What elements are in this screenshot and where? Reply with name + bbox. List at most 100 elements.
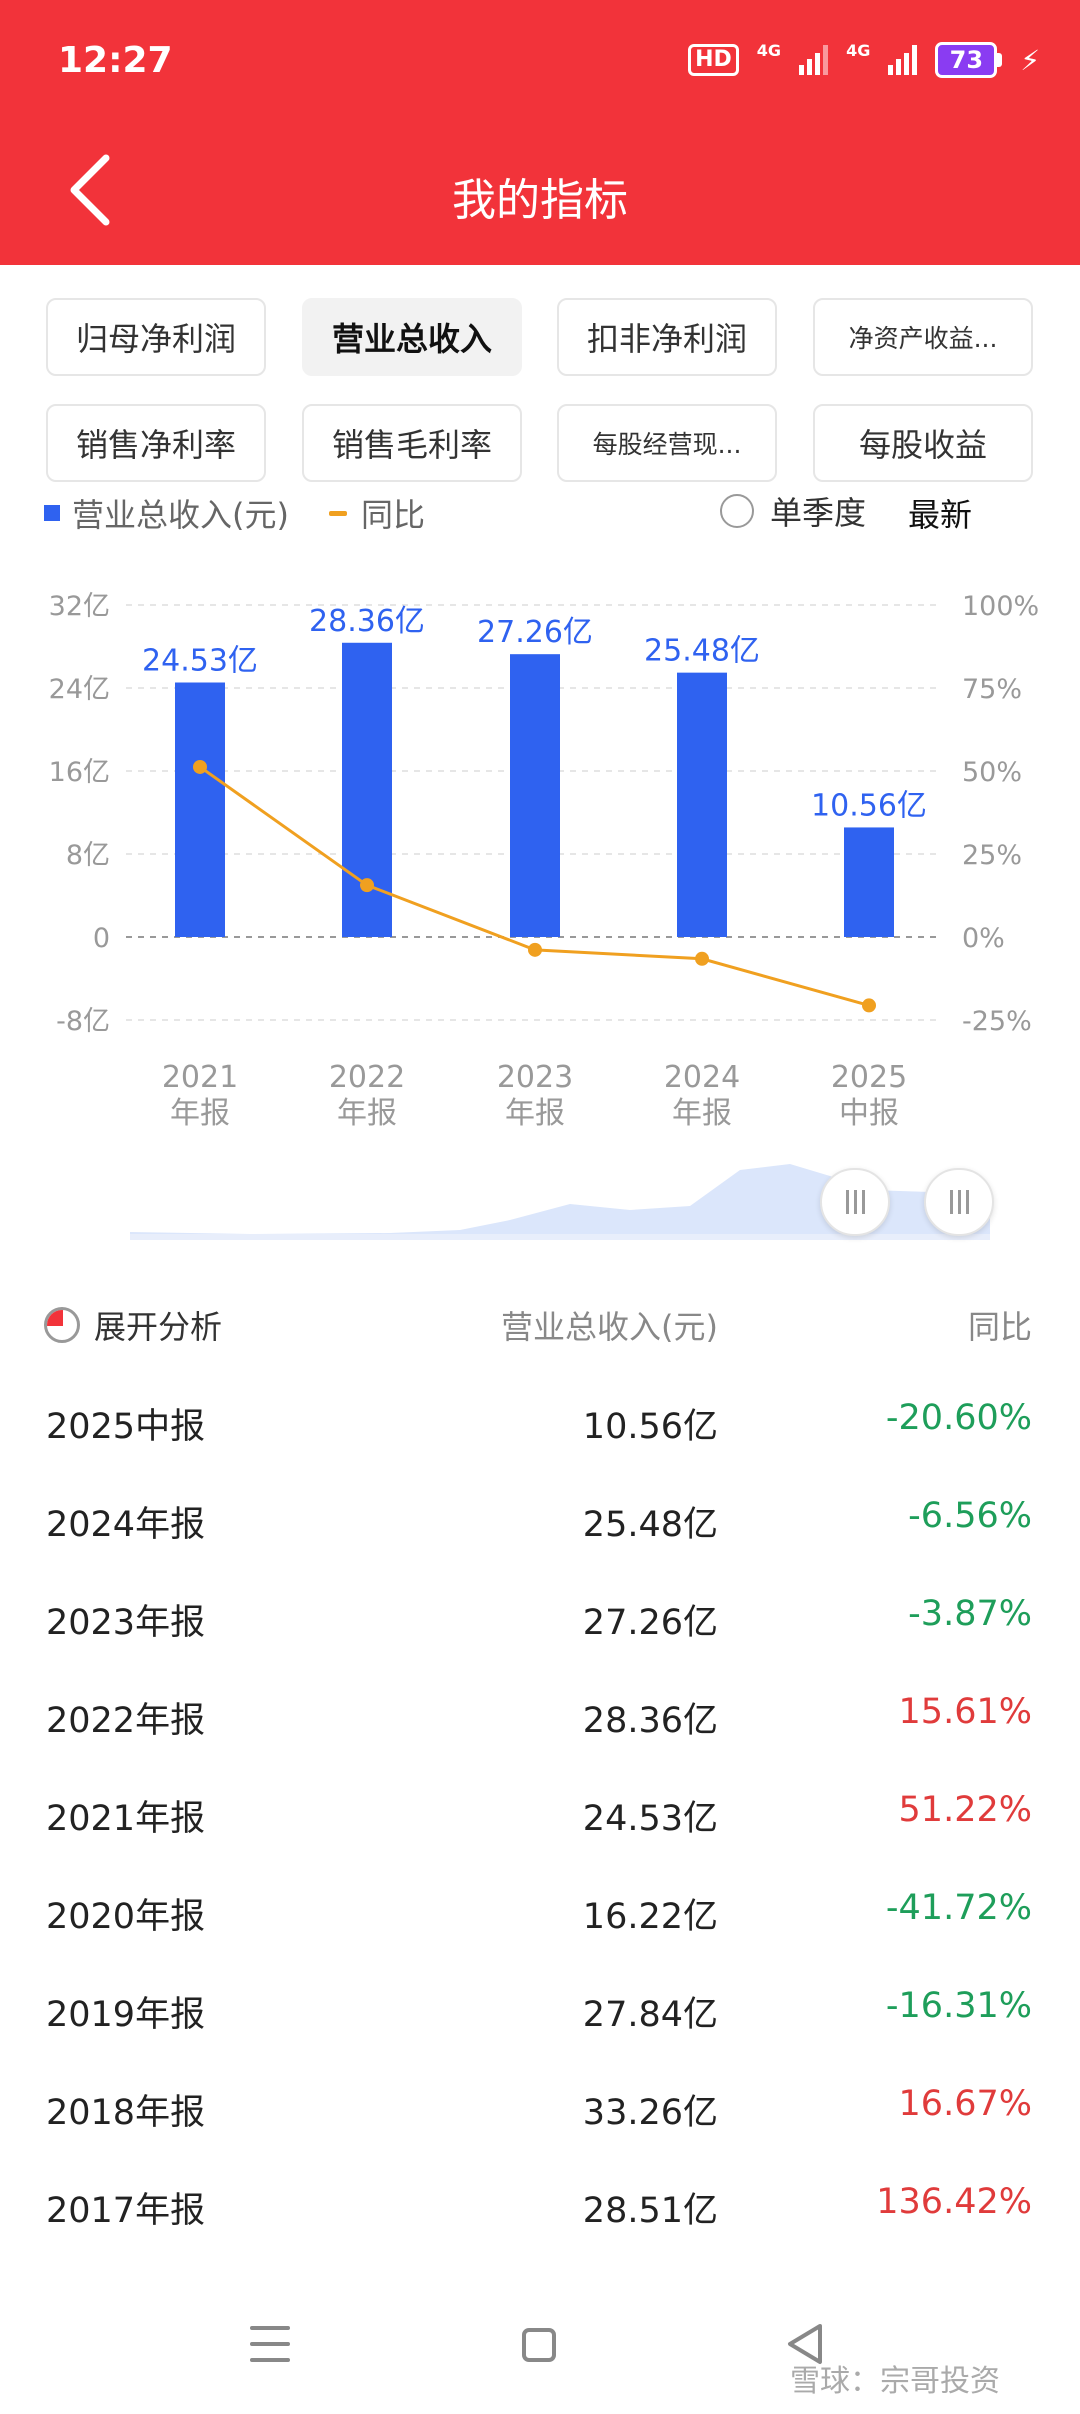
y-right-tick: 50% (962, 757, 1022, 788)
row-yoy: 136.42% (876, 2182, 1032, 2222)
chip-parent-net-profit[interactable]: 归母净利润 (46, 298, 266, 376)
row-period: 2017年报 (46, 2191, 206, 2231)
x-tick-type: 年报 (337, 1096, 397, 1131)
x-tick-type: 年报 (672, 1096, 732, 1131)
row-yoy: -16.31% (885, 1986, 1032, 2026)
chip-eps[interactable]: 每股收益 (813, 404, 1033, 482)
chip-net-margin[interactable]: 销售净利率 (46, 404, 266, 482)
status-time: 12:27 (58, 40, 173, 81)
table-row: 2025中报 10.56亿 -20.60% (0, 1368, 1080, 1466)
chip-roe[interactable]: 净资产收益... (813, 298, 1033, 376)
slider-handle-right[interactable] (924, 1168, 994, 1236)
revenue-bar (175, 682, 225, 937)
chart-legend: 营业总收入(元) 同比 (44, 490, 425, 536)
row-yoy: 16.67% (898, 2084, 1032, 2124)
row-period: 2021年报 (46, 1799, 206, 1839)
chip-operating-cashflow-per-share[interactable]: 每股经营现... (557, 404, 777, 482)
app-header: 12:27 HD 4G 4G 73 ⚡ 我的指标 (0, 0, 1080, 265)
x-tick-type: 年报 (170, 1096, 230, 1131)
row-revenue: 27.26亿 (582, 1603, 718, 1643)
latest-button[interactable]: 最新 (908, 496, 973, 534)
menu-icon[interactable] (250, 2326, 290, 2362)
pie-icon (44, 1307, 80, 1343)
table-row: 2023年报 27.26亿 -3.87% (0, 1564, 1080, 1662)
single-quarter-toggle[interactable]: 单季度 (720, 488, 866, 534)
charging-icon: ⚡ (1020, 43, 1040, 77)
revenue-chart: 32亿 24亿 16亿 8亿 0 -8亿 100% 75% 50% 25% 0% -25% 24.53亿… (49, 591, 1040, 1131)
y-left-tick: 24亿 (49, 674, 110, 705)
row-yoy: 51.22% (898, 1790, 1032, 1830)
legend-line-label: 同比 (360, 496, 425, 534)
chip-deducted-net-profit[interactable]: 扣非净利润 (557, 298, 777, 376)
row-period: 2025中报 (46, 1407, 206, 1447)
column-header-yoy: 同比 (967, 1308, 1032, 1346)
y-right-tick: 0% (962, 923, 1005, 954)
table-row: 2024年报 25.48亿 -6.56% (0, 1466, 1080, 1564)
table-row: 2018年报 33.26亿 16.67% (0, 2054, 1080, 2152)
status-icons: HD 4G 4G 73 ⚡ (688, 40, 1040, 78)
x-tick-year: 2024 (664, 1060, 740, 1095)
row-period: 2018年报 (46, 2093, 206, 2133)
y-left-tick: 8亿 (66, 840, 110, 871)
y-right-tick: 25% (962, 840, 1022, 871)
row-period: 2022年报 (46, 1701, 206, 1741)
y-left-tick: 32亿 (49, 591, 110, 622)
revenue-bar (510, 654, 560, 937)
y-left-tick: -8亿 (56, 1006, 110, 1037)
row-revenue: 10.56亿 (582, 1407, 718, 1447)
row-revenue: 27.84亿 (582, 1995, 718, 2035)
x-tick-type: 中报 (839, 1096, 899, 1131)
battery-level: 73 (935, 42, 998, 78)
expand-analysis-button[interactable]: 展开分析 (44, 1302, 222, 1348)
table-header: 展开分析 营业总收入(元) 同比 (0, 1290, 1080, 1350)
bar-value-label: 27.26亿 (477, 615, 593, 650)
table-row: 2021年报 24.53亿 51.22% (0, 1760, 1080, 1858)
yoy-point (528, 942, 542, 957)
network-label-1: 4G (756, 40, 782, 60)
column-header-revenue: 营业总收入(元) (501, 1308, 718, 1346)
back-triangle-icon[interactable] (784, 2322, 824, 2366)
table-row: 2022年报 28.36亿 15.61% (0, 1662, 1080, 1760)
y-left-tick: 16亿 (49, 757, 110, 788)
y-right-tick: -25% (962, 1006, 1032, 1037)
yoy-point (862, 998, 876, 1013)
row-yoy: -20.60% (885, 1398, 1032, 1438)
x-tick-type: 年报 (505, 1096, 565, 1131)
row-revenue: 28.36亿 (582, 1701, 718, 1741)
yoy-point (695, 951, 709, 966)
home-icon[interactable] (522, 2328, 556, 2362)
x-tick-year: 2022 (329, 1060, 405, 1095)
table-row: 2017年报 28.51亿 136.42% (0, 2152, 1080, 2250)
chip-total-revenue[interactable]: 营业总收入 (302, 298, 522, 376)
watermark: 雪球：宗哥投资 (790, 2364, 1000, 2399)
chip-gross-margin[interactable]: 销售毛利率 (302, 404, 522, 482)
line-legend-marker (328, 510, 347, 516)
signal-icon (799, 45, 829, 75)
hd-icon: HD (688, 44, 739, 76)
bar-value-label: 28.36亿 (309, 604, 425, 639)
row-yoy: -6.56% (908, 1496, 1032, 1536)
row-period: 2020年报 (46, 1897, 206, 1937)
row-period: 2024年报 (46, 1505, 206, 1545)
signal-icon-2 (888, 45, 918, 75)
chevron-left-icon[interactable] (66, 152, 116, 228)
y-left-tick: 0 (93, 923, 110, 954)
y-right-tick: 100% (962, 591, 1039, 622)
yoy-point (360, 878, 374, 893)
page-title: 我的指标 (452, 175, 628, 226)
slider-handle-left[interactable] (820, 1168, 890, 1236)
row-yoy: 15.61% (898, 1692, 1032, 1732)
yoy-point (193, 759, 207, 774)
single-quarter-label: 单季度 (770, 494, 867, 532)
row-revenue: 24.53亿 (582, 1799, 718, 1839)
x-tick-year: 2021 (162, 1060, 238, 1095)
legend-bar-label: 营业总收入(元) (72, 496, 289, 534)
revenue-bar (677, 672, 727, 937)
x-tick-year: 2023 (497, 1060, 573, 1095)
expand-analysis-label: 展开分析 (94, 1308, 223, 1346)
row-yoy: -41.72% (885, 1888, 1032, 1928)
table-row: 2019年报 27.84亿 -16.31% (0, 1956, 1080, 2054)
row-period: 2023年报 (46, 1603, 206, 1643)
row-revenue: 25.48亿 (582, 1505, 718, 1545)
radio-icon[interactable] (720, 494, 754, 528)
